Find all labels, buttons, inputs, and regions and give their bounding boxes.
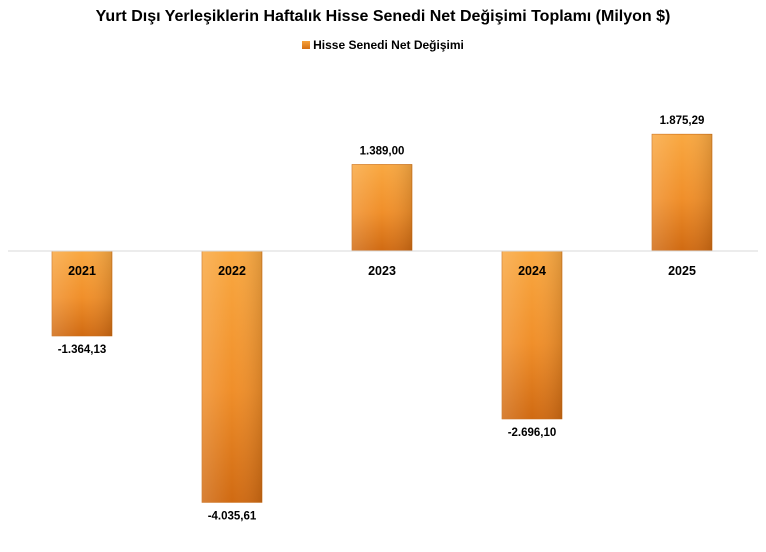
data-label-2024: -2.696,10	[508, 427, 557, 439]
category-label-2022: 2022	[218, 264, 246, 278]
bar-shade-2021	[52, 251, 112, 336]
category-label-2021: 2021	[68, 264, 96, 278]
category-label-2024: 2024	[518, 264, 546, 278]
legend-label: Hisse Senedi Net Değişimi	[313, 38, 464, 52]
data-label-2023: 1.389,00	[360, 145, 405, 157]
legend: Hisse Senedi Net Değişimi	[0, 38, 766, 52]
bar-shade-2024	[502, 251, 562, 419]
category-label-2025: 2025	[668, 264, 696, 278]
category-label-2023: 2023	[368, 264, 396, 278]
chart-title: Yurt Dışı Yerleşiklerin Haftalık Hisse S…	[95, 8, 671, 25]
bar-shade-2023	[352, 164, 412, 251]
legend-swatch	[302, 41, 311, 49]
data-label-2022: -4.035,61	[208, 510, 257, 522]
data-label-2025: 1.875,29	[660, 115, 705, 127]
bar-shade-2022	[202, 251, 262, 503]
data-label-2021: -1.364,13	[58, 344, 107, 356]
bar-shade-2025	[652, 134, 712, 251]
